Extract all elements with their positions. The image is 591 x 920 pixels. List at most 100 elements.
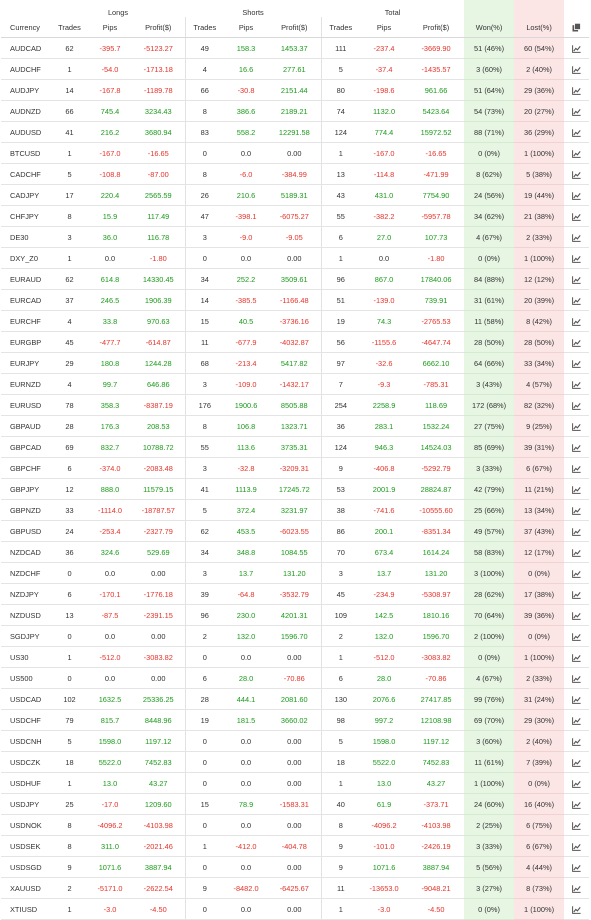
view-chart-button[interactable] [564,247,590,269]
view-chart-button[interactable] [564,268,590,290]
col-total-profit[interactable]: Profit($) [408,17,465,38]
chart-icon[interactable] [572,842,581,851]
view-chart-button[interactable] [564,730,590,752]
chart-icon[interactable] [572,485,581,494]
chart-icon[interactable] [572,212,581,221]
chart-icon[interactable] [572,380,581,389]
chart-icon[interactable] [572,128,581,137]
view-chart-button[interactable] [564,58,590,80]
chart-icon[interactable] [572,548,581,557]
chart-icon[interactable] [572,527,581,536]
view-chart-button[interactable] [564,751,590,773]
col-currency[interactable]: Currency [1,17,51,38]
view-chart-button[interactable] [564,604,590,626]
chart-icon[interactable] [572,170,581,179]
view-chart-button[interactable] [564,310,590,332]
chart-icon[interactable] [572,107,581,116]
view-chart-button[interactable] [564,37,590,59]
view-chart-button[interactable] [564,793,590,815]
chart-icon[interactable] [572,86,581,95]
chart-icon[interactable] [572,590,581,599]
chart-icon[interactable] [572,233,581,242]
view-chart-button[interactable] [564,877,590,899]
chart-icon[interactable] [572,254,581,263]
chart-icon[interactable] [572,275,581,284]
view-chart-button[interactable] [564,142,590,164]
chart-icon[interactable] [572,674,581,683]
col-shorts-pips[interactable]: Pips [224,17,269,38]
view-chart-button[interactable] [564,331,590,353]
chart-icon[interactable] [572,737,581,746]
col-total-trades[interactable]: Trades [320,17,361,38]
chart-icon[interactable] [572,422,581,431]
view-chart-button[interactable] [564,688,590,710]
view-chart-button[interactable] [564,226,590,248]
view-chart-button[interactable] [564,79,590,101]
view-chart-button[interactable] [564,100,590,122]
col-shorts-trades[interactable]: Trades [184,17,225,38]
copy-table-button[interactable] [564,17,590,38]
view-chart-button[interactable] [564,289,590,311]
col-longs-pips[interactable]: Pips [88,17,132,38]
chart-icon[interactable] [572,611,581,620]
chart-icon[interactable] [572,863,581,872]
chart-icon[interactable] [572,821,581,830]
view-chart-button[interactable] [564,352,590,374]
col-won[interactable]: Won(%) [464,17,515,38]
chart-icon[interactable] [572,695,581,704]
view-chart-button[interactable] [564,667,590,689]
view-chart-button[interactable] [564,898,590,920]
view-chart-button[interactable] [564,457,590,479]
view-chart-button[interactable] [564,814,590,836]
view-chart-button[interactable] [564,373,590,395]
chart-icon[interactable] [572,401,581,410]
view-chart-button[interactable] [564,835,590,857]
chart-icon[interactable] [572,632,581,641]
view-chart-button[interactable] [564,856,590,878]
col-longs-trades[interactable]: Trades [51,17,88,38]
chart-icon[interactable] [572,44,581,53]
chart-icon[interactable] [572,569,581,578]
col-lost[interactable]: Lost(%) [514,17,565,38]
col-longs-profit[interactable]: Profit($) [132,17,186,38]
chart-icon[interactable] [572,905,581,914]
chart-icon[interactable] [572,296,581,305]
cell-longs-pips: 832.7 [88,436,132,458]
view-chart-button[interactable] [564,121,590,143]
chart-icon[interactable] [572,464,581,473]
view-chart-button[interactable] [564,625,590,647]
view-chart-button[interactable] [564,163,590,185]
chart-icon[interactable] [572,359,581,368]
view-chart-button[interactable] [564,562,590,584]
view-chart-button[interactable] [564,436,590,458]
chart-icon[interactable] [572,800,581,809]
chart-icon[interactable] [572,65,581,74]
view-chart-button[interactable] [564,646,590,668]
view-chart-button[interactable] [564,520,590,542]
view-chart-button[interactable] [564,583,590,605]
copy-icon[interactable] [572,22,581,32]
view-chart-button[interactable] [564,184,590,206]
view-chart-button[interactable] [564,415,590,437]
chart-icon[interactable] [572,716,581,725]
chart-icon[interactable] [572,191,581,200]
chart-icon[interactable] [572,884,581,893]
chart-icon[interactable] [572,149,581,158]
view-chart-button[interactable] [564,541,590,563]
view-chart-button[interactable] [564,772,590,794]
view-chart-button[interactable] [564,709,590,731]
col-shorts-profit[interactable]: Profit($) [268,17,322,38]
chart-icon[interactable] [572,443,581,452]
view-chart-button[interactable] [564,478,590,500]
view-chart-button[interactable] [564,394,590,416]
col-total-pips[interactable]: Pips [360,17,409,38]
chart-icon[interactable] [572,758,581,767]
chart-icon[interactable] [572,338,581,347]
view-chart-button[interactable] [564,499,590,521]
chart-icon[interactable] [572,653,581,662]
chart-icon[interactable] [572,317,581,326]
cell-shorts-profit: 2151.44 [268,79,322,101]
view-chart-button[interactable] [564,205,590,227]
chart-icon[interactable] [572,506,581,515]
chart-icon[interactable] [572,779,581,788]
